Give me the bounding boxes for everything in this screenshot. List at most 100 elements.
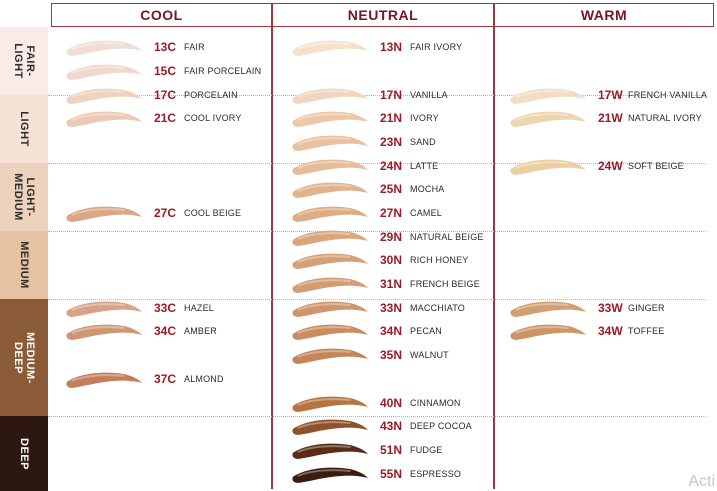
shade-name: FAIR PORCELAIN: [184, 66, 262, 76]
shade-entry: 21N IVORY: [290, 107, 439, 129]
shade-code: 35N: [380, 348, 403, 362]
shade-swatch: [292, 301, 369, 317]
shade-code: 21N: [380, 111, 403, 125]
shade-code: 31N: [380, 277, 403, 291]
shade-swatch: [292, 253, 369, 269]
shade-entry: 29N NATURAL BEIGE: [290, 226, 484, 248]
shade-code: 33C: [154, 301, 177, 315]
shade-code: 43N: [380, 419, 403, 433]
shade-entry: 13N FAIR IVORY: [290, 36, 462, 58]
shade-name: COOL IVORY: [184, 113, 242, 123]
band-label: LIGHT: [18, 111, 30, 147]
shade-swatch: [66, 372, 143, 388]
shade-swatch: [292, 135, 369, 151]
shade-code: 34N: [380, 324, 403, 338]
column-header-neutral: NEUTRAL: [272, 3, 494, 27]
shade-entry: 27C COOL BEIGE: [64, 202, 241, 224]
shade-swatch: [292, 88, 369, 104]
shade-entry: 30N RICH HONEY: [290, 249, 469, 271]
shade-name: CINNAMON: [410, 398, 461, 408]
shade-name: FAIR IVORY: [410, 42, 463, 52]
shade-entry: 33W GINGER: [508, 297, 665, 319]
band-separator: [48, 231, 706, 232]
shade-code: 21W: [598, 111, 623, 125]
shade-code: 29N: [380, 230, 403, 244]
shade-swatch: [292, 206, 369, 222]
shade-code: 33N: [380, 301, 403, 315]
shade-code: 21C: [154, 111, 177, 125]
shade-entry: 34W TOFFEE: [508, 320, 665, 342]
shade-swatch: [292, 230, 369, 246]
column-divider: [271, 27, 273, 489]
shade-entry: 31N FRENCH BEIGE: [290, 273, 480, 295]
shade-entry: 17C PORCELAIN: [64, 84, 238, 106]
shade-code: 37C: [154, 372, 177, 386]
shade-name: NATURAL BEIGE: [410, 232, 484, 242]
band-light: LIGHT: [0, 95, 48, 163]
shade-entry: 34N PECAN: [290, 320, 442, 342]
shade-swatch: [292, 40, 369, 56]
shade-code: 33W: [598, 301, 623, 315]
shade-entry: 23N SAND: [290, 131, 436, 153]
shade-code: 25N: [380, 182, 403, 196]
shade-code: 27N: [380, 206, 403, 220]
band-label: MEDIUM- DEEP: [12, 331, 36, 384]
shade-swatch: [66, 324, 143, 340]
shade-name: CAMEL: [410, 208, 443, 218]
shade-entry: 21W NATURAL IVORY: [508, 107, 702, 129]
shade-code: 55N: [380, 467, 403, 481]
shade-entry: 33C HAZEL: [64, 297, 214, 319]
shade-code: 23N: [380, 135, 403, 149]
shade-name: ALMOND: [184, 374, 224, 384]
band-medium: MEDIUM: [0, 231, 48, 299]
shade-swatch: [292, 182, 369, 198]
shade-code: 40N: [380, 396, 403, 410]
shade-entry: 55N ESPRESSO: [290, 463, 461, 485]
shade-name: RICH HONEY: [410, 255, 469, 265]
shade-name: SOFT BEIGE: [628, 161, 684, 171]
shade-name: AMBER: [184, 326, 218, 336]
shade-swatch: [510, 111, 587, 127]
band-label: MEDIUM: [17, 241, 30, 289]
shade-name: WALNUT: [410, 350, 449, 360]
shade-name: PORCELAIN: [184, 90, 238, 100]
shade-code: 17C: [154, 88, 177, 102]
shade-name: VANILLA: [410, 90, 448, 100]
band-medium-deep: MEDIUM- DEEP: [0, 299, 48, 416]
shade-swatch: [292, 419, 369, 435]
band-light-medium: LIGHT- MEDIUM: [0, 163, 48, 231]
band-fair-light: FAIR- LIGHT: [0, 27, 48, 95]
shade-entry: 21C COOL IVORY: [64, 107, 242, 129]
shade-entry: 24W SOFT BEIGE: [508, 155, 684, 177]
shade-entry: 17W FRENCH VANILLA: [508, 84, 707, 106]
shade-entry: 35N WALNUT: [290, 344, 449, 366]
band-label: LIGHT- MEDIUM: [11, 173, 36, 221]
shade-swatch: [292, 443, 369, 459]
shade-code: 17W: [598, 88, 623, 102]
shade-swatch: [66, 206, 143, 222]
band-separator: [48, 95, 706, 96]
shade-swatch: [292, 348, 369, 364]
band-separator: [48, 416, 706, 417]
shade-code: 34C: [154, 324, 177, 338]
shade-code: 30N: [380, 253, 403, 267]
shade-name: GINGER: [628, 303, 665, 313]
band-separator: [48, 163, 706, 164]
column-divider: [493, 27, 495, 489]
shade-entry: 43N DEEP COCOA: [290, 415, 472, 437]
shade-swatch: [292, 277, 369, 293]
shade-name: DEEP COCOA: [410, 421, 472, 431]
band-separator: [48, 299, 706, 300]
shade-swatch: [292, 467, 369, 483]
shade-code: 13N: [380, 40, 403, 54]
shade-code: 51N: [380, 443, 403, 457]
watermark: Acti: [688, 473, 715, 490]
shade-name: SAND: [410, 137, 436, 147]
shade-entry: 40N CINNAMON: [290, 392, 461, 414]
shade-name: IVORY: [410, 113, 439, 123]
shade-swatch: [292, 159, 369, 175]
shade-name: FUDGE: [410, 445, 443, 455]
shade-swatch: [66, 64, 143, 80]
shade-code: 17N: [380, 88, 403, 102]
shade-entry: 51N FUDGE: [290, 439, 443, 461]
